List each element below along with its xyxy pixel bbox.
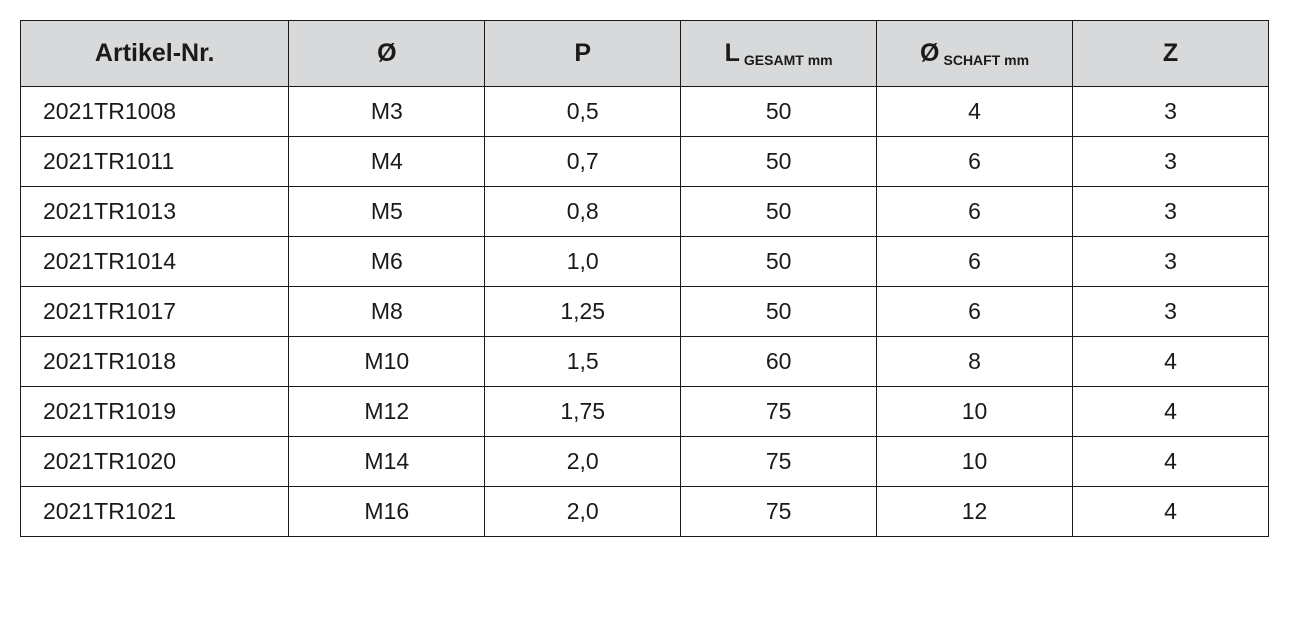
cell-article: 2021TR1020 xyxy=(21,437,289,487)
cell-l-gesamt: 50 xyxy=(681,237,877,287)
col-header-z: Z xyxy=(1073,21,1269,87)
table-row: 2021TR1008 M3 0,5 50 4 3 xyxy=(21,87,1269,137)
cell-diameter: M8 xyxy=(289,287,485,337)
cell-p: 0,5 xyxy=(485,87,681,137)
cell-z: 3 xyxy=(1073,287,1269,337)
cell-z: 3 xyxy=(1073,237,1269,287)
table-row: 2021TR1020 M14 2,0 75 10 4 xyxy=(21,437,1269,487)
cell-d-schaft: 6 xyxy=(877,237,1073,287)
col-header-d-schaft: ØSCHAFT mm xyxy=(877,21,1073,87)
col-header-article: Artikel-Nr. xyxy=(21,21,289,87)
cell-article: 2021TR1019 xyxy=(21,387,289,437)
cell-l-gesamt: 75 xyxy=(681,387,877,437)
col-header-diameter: Ø xyxy=(289,21,485,87)
col-header-diameter-label: Ø xyxy=(377,39,396,67)
cell-diameter: M14 xyxy=(289,437,485,487)
cell-z: 4 xyxy=(1073,337,1269,387)
cell-z: 4 xyxy=(1073,437,1269,487)
cell-z: 3 xyxy=(1073,187,1269,237)
cell-p: 0,8 xyxy=(485,187,681,237)
cell-z: 4 xyxy=(1073,387,1269,437)
cell-p: 1,0 xyxy=(485,237,681,287)
cell-d-schaft: 8 xyxy=(877,337,1073,387)
cell-z: 4 xyxy=(1073,487,1269,537)
cell-d-schaft: 4 xyxy=(877,87,1073,137)
cell-p: 1,5 xyxy=(485,337,681,387)
cell-article: 2021TR1018 xyxy=(21,337,289,387)
cell-l-gesamt: 50 xyxy=(681,287,877,337)
col-header-dschaft-label: Ø xyxy=(920,39,939,67)
spec-table: Artikel-Nr. Ø P LGESAMT mm ØSCHAFT mm Z xyxy=(20,20,1269,537)
cell-diameter: M5 xyxy=(289,187,485,237)
cell-diameter: M10 xyxy=(289,337,485,387)
cell-article: 2021TR1013 xyxy=(21,187,289,237)
cell-p: 1,75 xyxy=(485,387,681,437)
cell-d-schaft: 6 xyxy=(877,137,1073,187)
cell-article: 2021TR1017 xyxy=(21,287,289,337)
col-header-article-label: Artikel-Nr. xyxy=(95,39,214,67)
cell-z: 3 xyxy=(1073,87,1269,137)
table-row: 2021TR1013 M5 0,8 50 6 3 xyxy=(21,187,1269,237)
cell-l-gesamt: 50 xyxy=(681,137,877,187)
cell-d-schaft: 6 xyxy=(877,187,1073,237)
cell-diameter: M6 xyxy=(289,237,485,287)
cell-diameter: M4 xyxy=(289,137,485,187)
table-row: 2021TR1018 M10 1,5 60 8 4 xyxy=(21,337,1269,387)
col-header-l-sub: GESAMT mm xyxy=(740,52,833,68)
cell-l-gesamt: 60 xyxy=(681,337,877,387)
cell-p: 1,25 xyxy=(485,287,681,337)
cell-z: 3 xyxy=(1073,137,1269,187)
col-header-dschaft-sub: SCHAFT mm xyxy=(940,52,1030,68)
cell-l-gesamt: 75 xyxy=(681,437,877,487)
cell-diameter: M3 xyxy=(289,87,485,137)
cell-p: 2,0 xyxy=(485,437,681,487)
cell-article: 2021TR1008 xyxy=(21,87,289,137)
col-header-l-label: L xyxy=(725,39,740,67)
col-header-l-gesamt: LGESAMT mm xyxy=(681,21,877,87)
table-row: 2021TR1021 M16 2,0 75 12 4 xyxy=(21,487,1269,537)
cell-p: 0,7 xyxy=(485,137,681,187)
header-row: Artikel-Nr. Ø P LGESAMT mm ØSCHAFT mm Z xyxy=(21,21,1269,87)
cell-p: 2,0 xyxy=(485,487,681,537)
cell-d-schaft: 10 xyxy=(877,387,1073,437)
table-row: 2021TR1014 M6 1,0 50 6 3 xyxy=(21,237,1269,287)
cell-l-gesamt: 50 xyxy=(681,87,877,137)
cell-d-schaft: 10 xyxy=(877,437,1073,487)
table-body: 2021TR1008 M3 0,5 50 4 3 2021TR1011 M4 0… xyxy=(21,87,1269,537)
table-row: 2021TR1011 M4 0,7 50 6 3 xyxy=(21,137,1269,187)
table-row: 2021TR1019 M12 1,75 75 10 4 xyxy=(21,387,1269,437)
col-header-p-label: P xyxy=(574,39,591,67)
table-row: 2021TR1017 M8 1,25 50 6 3 xyxy=(21,287,1269,337)
cell-article: 2021TR1014 xyxy=(21,237,289,287)
cell-d-schaft: 12 xyxy=(877,487,1073,537)
cell-l-gesamt: 50 xyxy=(681,187,877,237)
cell-l-gesamt: 75 xyxy=(681,487,877,537)
cell-article: 2021TR1011 xyxy=(21,137,289,187)
spec-table-wrapper: Artikel-Nr. Ø P LGESAMT mm ØSCHAFT mm Z xyxy=(20,20,1269,537)
cell-article: 2021TR1021 xyxy=(21,487,289,537)
cell-diameter: M12 xyxy=(289,387,485,437)
cell-diameter: M16 xyxy=(289,487,485,537)
col-header-z-label: Z xyxy=(1163,39,1178,67)
col-header-p: P xyxy=(485,21,681,87)
cell-d-schaft: 6 xyxy=(877,287,1073,337)
